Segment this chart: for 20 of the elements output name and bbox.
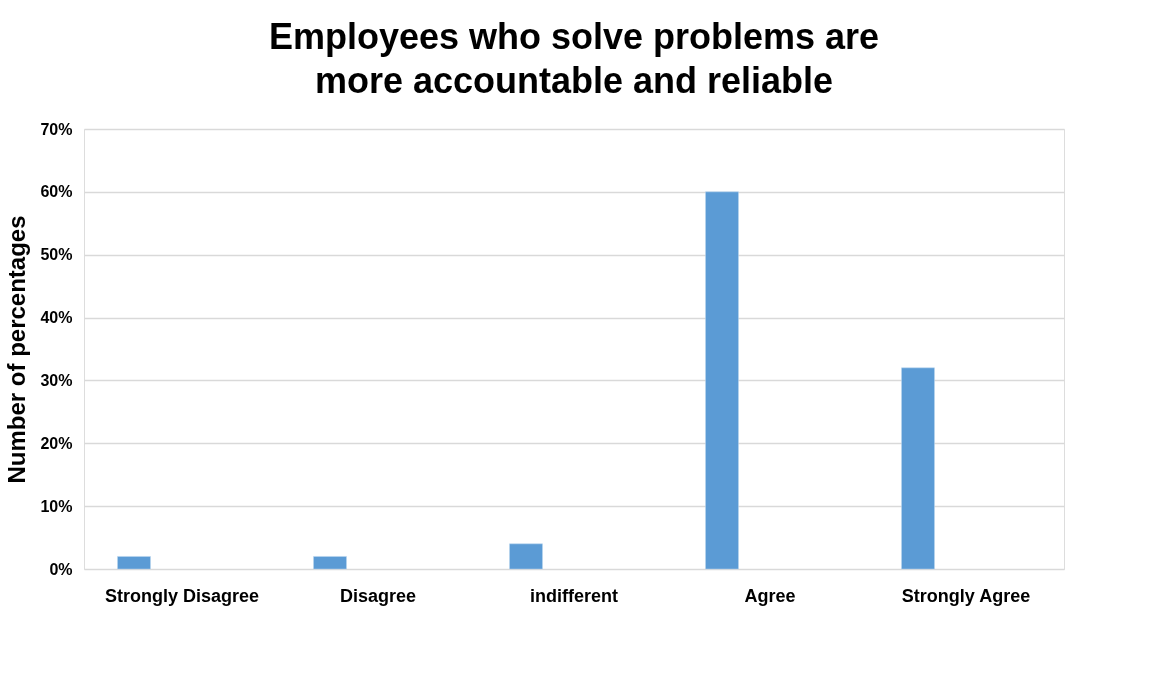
bar [509, 543, 543, 570]
bar [901, 367, 935, 570]
chart-title: Employees who solve problems are more accountable and reliable [268, 16, 880, 101]
x-tick-label: indifferent [530, 585, 618, 606]
y-tick-label: 10% [40, 497, 73, 515]
bar [705, 191, 739, 570]
y-tick-label: 0% [49, 560, 73, 578]
y-axis-title: Number of percentages [3, 215, 31, 484]
bar [117, 556, 151, 570]
x-tick-label: Strongly Agree [901, 585, 1031, 606]
y-tick-label: 40% [40, 309, 73, 327]
y-tick-label: 60% [40, 183, 73, 201]
y-tick-label: 20% [40, 434, 73, 452]
x-tick-label: Agree [744, 585, 796, 606]
y-tick-label: 70% [40, 120, 73, 138]
x-tick-label: Strongly Disagree [104, 585, 260, 606]
bar [313, 556, 347, 570]
y-tick-label: 30% [40, 371, 73, 389]
x-tick-label: Disagree [339, 585, 417, 606]
y-tick-label: 50% [40, 246, 73, 264]
